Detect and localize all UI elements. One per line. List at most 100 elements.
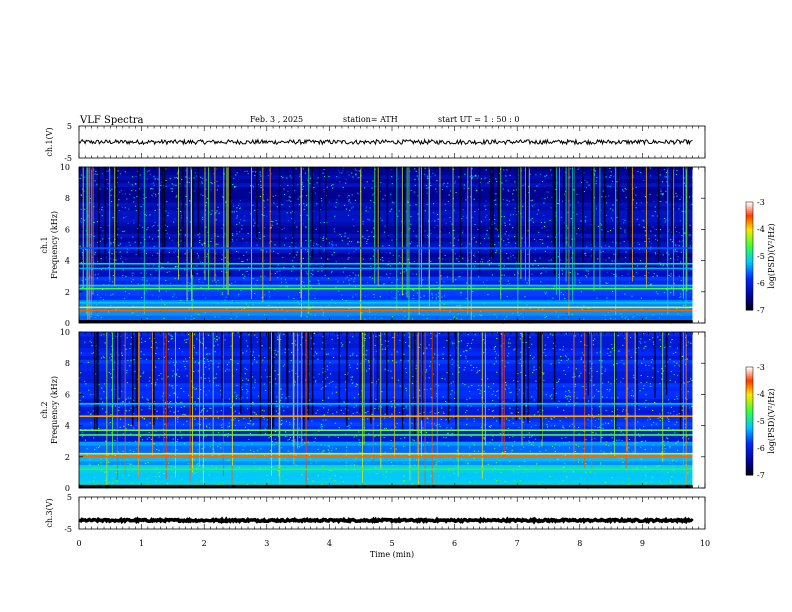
ch1-spectrogram-cell [642, 219, 644, 221]
ch1-spectrogram-cell [276, 308, 278, 310]
ch2-spectrogram-cell [130, 433, 132, 435]
ch2-spectrogram-cell [416, 459, 418, 461]
ch1-spectrogram-cell [317, 280, 319, 282]
ch2-spectrogram-cell [79, 472, 693, 477]
ch1-spectrogram-cell [141, 279, 143, 281]
ch1-spectrogram-cell [495, 199, 497, 201]
ch1-spectrogram-cell [351, 207, 353, 209]
ch2-spectrogram-cell [215, 467, 217, 469]
ch2-spectrogram-cell [327, 409, 330, 411]
ch1-spectrogram-cell [283, 266, 285, 268]
ch2-spectrogram-cell [328, 446, 330, 448]
ch2-spectrogram-cell [399, 385, 401, 387]
ch2-spectrogram-cell [94, 373, 97, 375]
ch1-spectrogram-cell [317, 177, 319, 179]
ch2-spectrogram-cell [652, 444, 655, 446]
ch1-spectrogram-cell [112, 241, 115, 243]
ch2-spectrogram-cell [359, 441, 361, 443]
ch1-spectrogram-cell [636, 218, 638, 220]
ch2-spectrogram-cell [200, 410, 203, 412]
ch1-spectrogram-cell [165, 280, 167, 282]
ch2-spectrogram-cell [563, 385, 565, 387]
start-time-label: start UT = 1 : 50 : 0 [438, 115, 519, 124]
ch1-spectrogram-cell [457, 312, 459, 314]
ch1-spectrogram-cell [276, 206, 279, 208]
ch1-spectrogram-cell [195, 301, 197, 303]
ch2-spectrogram-cell [281, 447, 283, 449]
ch1-spectrogram-cell [331, 246, 333, 248]
ch2-spectrogram-cell [438, 475, 440, 477]
ch2-spectrogram-cell [79, 411, 81, 413]
ch2-spectrogram-cell [385, 471, 388, 473]
ch1-spectrogram-cell [508, 276, 511, 278]
ch1-spectrogram-sferic [553, 167, 556, 275]
ch2-spectrogram-cell [203, 357, 205, 359]
ch2-spectrogram-cell [500, 464, 502, 466]
ch2-spectrogram-cell [484, 479, 487, 481]
ch1-spectrogram-cell [534, 249, 536, 251]
ch2-spectrogram-cell [317, 358, 319, 360]
ch1-spectrogram-cell [240, 290, 242, 292]
ch1-spectrogram-cell [93, 261, 95, 263]
ch2-spectrogram-cell [79, 339, 693, 345]
ch2-spectrogram-cell [137, 465, 139, 467]
ch1-spectrogram-cell [437, 296, 439, 298]
ch1-spectrogram-cell [556, 182, 558, 184]
ch2-spectrogram-cell [569, 475, 571, 477]
ch1-spectrogram-cell [221, 293, 224, 295]
ch1-spectrogram-cell [174, 218, 176, 220]
ch2-spectrogram-cell [88, 389, 90, 391]
ch2-spectrogram-cell [247, 345, 249, 347]
ch2-spectrogram-cell [208, 368, 210, 370]
ch2-spectrogram-cell [355, 383, 358, 385]
ch2-spectrogram-cell [154, 443, 156, 445]
ch2-spectrogram-cell [687, 472, 689, 474]
ch2-spectrogram-cell [320, 444, 322, 446]
ch1-spectrogram-cell [315, 243, 318, 245]
ch2-spectrogram-cell [274, 431, 277, 433]
ch1-spectrogram-cell [79, 299, 693, 304]
ch1-spectrogram-cell [122, 193, 124, 195]
ch2-spectrogram-cell [79, 363, 693, 368]
ch2-spectrogram-cell [315, 380, 317, 382]
ch1-spectrogram-sferic [90, 167, 92, 316]
ch1-spectrogram-cell [289, 253, 291, 255]
ch1-spectrogram-cell [587, 313, 589, 315]
ch2-spectrogram-cell [84, 439, 87, 441]
ch1-spectrogram-cell [623, 190, 625, 192]
ch1-spectrogram-cell [613, 273, 615, 275]
ch2-spectrogram-cell [405, 372, 408, 374]
ch2-spectrogram-cell [280, 416, 283, 418]
ch2-spectrogram-cell [360, 445, 362, 447]
ch2-spectrogram-cell [228, 361, 230, 363]
ch1-spectrogram-cell [573, 227, 575, 229]
ch1-spectrogram-cell [684, 305, 687, 307]
ch1-spectrogram-cell [373, 201, 375, 203]
ch1-spectrogram-cell [473, 237, 475, 239]
ch2-spectrogram-cell [215, 384, 218, 386]
ch1-spectrogram-cell [125, 287, 127, 289]
ch1-spectrogram-cell [675, 244, 677, 246]
ch2-spectrogram-cell [444, 401, 447, 403]
ch1-spectrogram-sferic [207, 167, 209, 291]
ch1-spectrogram-cell [580, 308, 582, 310]
ch1-spectrogram-cell [181, 179, 183, 181]
ch1-spectrogram-cell [416, 292, 418, 294]
ch1-spectrogram-cell [509, 174, 511, 176]
ch1-spectrogram-cell [256, 244, 258, 246]
ch2-spectrogram-cell [91, 345, 93, 347]
ch1-spectrogram-cell [79, 248, 693, 254]
ch2-spectrogram-cell [210, 407, 212, 409]
ch1-spectrogram-cell [638, 248, 640, 250]
ch1-spectrogram-cell [560, 285, 563, 287]
ch1-spectrogram-cell [112, 217, 114, 219]
ch1-spectrogram-cell [348, 195, 350, 197]
ch2-spectrogram-cell [561, 437, 563, 439]
ch1-spectrogram-cell [654, 235, 656, 237]
ch1-spectrogram-cell [103, 284, 105, 286]
ch1-spectrogram-cell [166, 271, 168, 273]
ch2-spectrogram-cell [322, 465, 324, 467]
ch2-spectrogram-cell [253, 462, 255, 464]
ch2-spectrogram-cell [575, 444, 577, 446]
ch2-spectrogram-cell [532, 445, 535, 447]
